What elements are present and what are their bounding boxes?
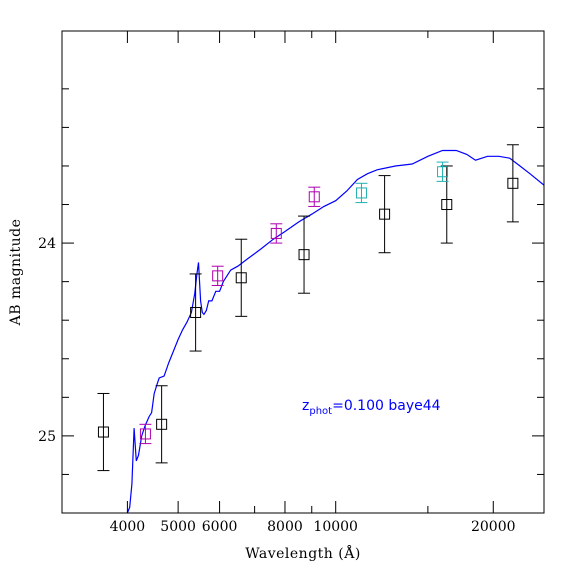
y-tick-label: 25 (38, 429, 56, 445)
data-point-observed (440, 165, 453, 244)
square-marker (298, 249, 310, 261)
data-point-observed (378, 175, 391, 254)
data-point-photometry-magenta (270, 223, 283, 244)
data-point-photometry-cyan (436, 161, 449, 182)
y-axis-title: AB magnitude (8, 219, 24, 327)
x-tick-label: 6000 (202, 519, 238, 535)
data-point-photometry-magenta (139, 423, 152, 445)
data-point-observed (298, 215, 311, 294)
data-point-observed (155, 385, 168, 464)
plot-frame (61, 30, 545, 514)
data-point-photometry-cyan (355, 182, 368, 204)
plot-area (97, 144, 544, 513)
photo-z-annotation: zphot=0.100 baye44 (302, 398, 441, 417)
photo-z-subscript: phot (309, 406, 332, 417)
square-marker (507, 177, 519, 189)
data-point-observed (97, 392, 110, 472)
x-tick-label: 20000 (471, 519, 516, 535)
square-marker (156, 418, 168, 430)
data-point-observed (506, 144, 519, 223)
data-point-photometry-magenta (211, 265, 224, 286)
data-point-observed (235, 238, 248, 317)
x-tick-label: 5000 (160, 519, 196, 535)
x-tick-label: 4000 (110, 519, 146, 535)
x-tick-label: 10000 (313, 519, 358, 535)
photo-z-symbol: z (302, 398, 309, 414)
axis-ticks: 4000 5000 6000 8000 10000 20000 24 25 (38, 31, 544, 535)
square-marker (437, 166, 449, 178)
square-marker (139, 428, 151, 440)
square-marker (379, 208, 391, 220)
x-axis-title: Wavelength (Å) (245, 544, 361, 562)
square-marker (355, 187, 367, 199)
data-point-observed (189, 273, 202, 352)
model-sed-line (126, 149, 544, 513)
y-tick-label: 24 (38, 236, 56, 252)
square-marker (97, 426, 109, 438)
square-marker (441, 199, 453, 211)
photo-z-value: =0.100 baye44 (332, 398, 441, 414)
square-marker (270, 227, 282, 239)
square-marker (308, 191, 320, 203)
square-marker (212, 270, 224, 282)
square-marker (235, 272, 247, 284)
x-tick-label: 8000 (267, 519, 303, 535)
square-marker (190, 306, 202, 318)
data-point-photometry-magenta (308, 186, 321, 207)
